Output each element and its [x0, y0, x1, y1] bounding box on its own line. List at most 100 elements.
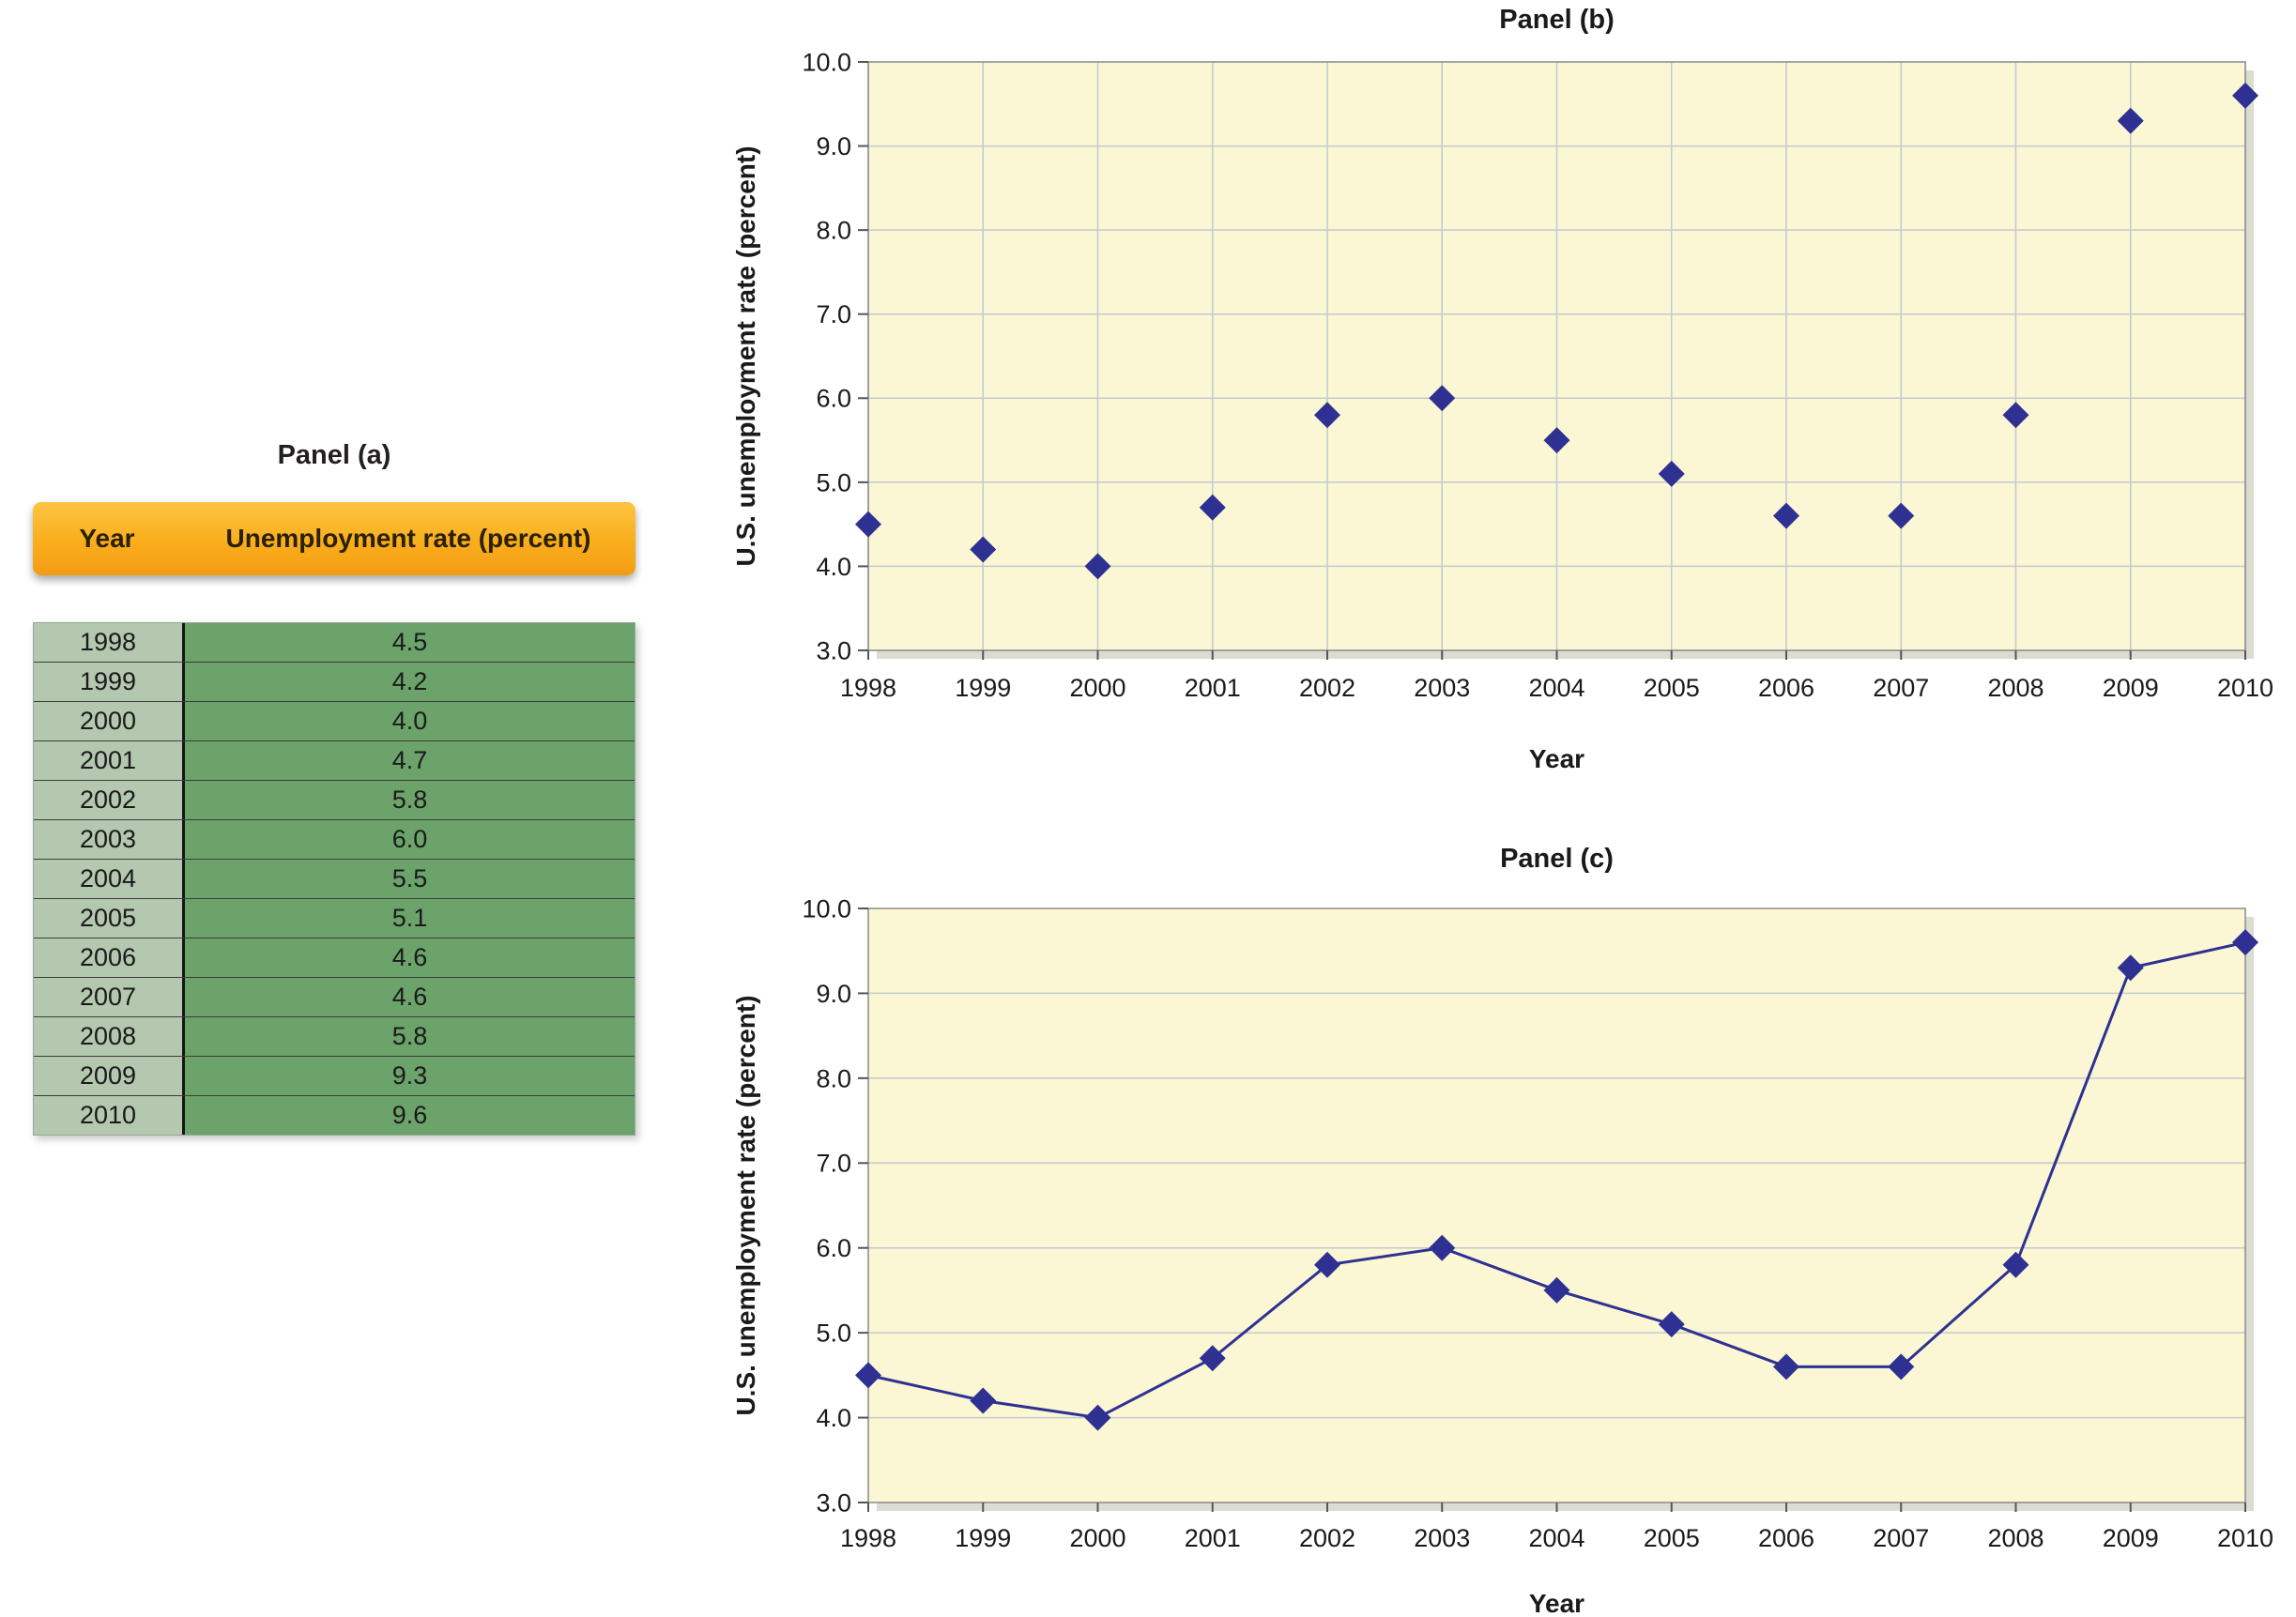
data-point [1658, 460, 1685, 487]
y-tick-label: 9.0 [816, 132, 851, 160]
cell-rate: 9.6 [185, 1096, 635, 1135]
y-axis-label: U.S. unemployment rate (percent) [731, 995, 760, 1415]
cell-rate: 5.1 [185, 899, 635, 938]
y-tick-label: 7.0 [816, 1150, 851, 1178]
y-tick-label: 9.0 [816, 980, 851, 1008]
data-point [1199, 494, 1226, 521]
y-tick-label: 7.0 [816, 300, 851, 328]
data-point [2117, 107, 2144, 134]
x-tick-label: 2007 [1873, 674, 1929, 702]
cell-year: 2004 [34, 860, 185, 898]
y-axis-label: U.S. unemployment rate (percent) [731, 145, 760, 566]
cell-rate: 5.8 [185, 781, 635, 819]
x-tick-label: 2003 [1414, 674, 1470, 702]
plot-area [868, 908, 2245, 1503]
x-tick-label: 2000 [1069, 674, 1125, 702]
table-row: 2006 4.6 [34, 938, 635, 977]
x-tick-label: 2005 [1644, 1524, 1700, 1552]
data-point [970, 1387, 997, 1414]
data-point [2117, 954, 2144, 982]
cell-rate: 5.8 [185, 1017, 635, 1056]
col-header-year: Year [79, 524, 135, 553]
data-point [1773, 1353, 1799, 1381]
y-tick-label: 5.0 [816, 468, 851, 496]
table-row: 2001 4.7 [34, 740, 635, 780]
table-row: 2009 9.3 [34, 1056, 635, 1095]
x-tick-label: 2004 [1528, 674, 1584, 702]
table-row: 2003 6.0 [34, 819, 635, 859]
data-point [1084, 553, 1111, 580]
y-tick-label: 3.0 [816, 1488, 851, 1517]
table-row: 2007 4.6 [34, 977, 635, 1016]
data-point [1314, 1251, 1340, 1278]
data-point [855, 1362, 881, 1389]
data-point [970, 536, 997, 563]
table-row: 1999 4.2 [34, 662, 635, 701]
x-tick-label: 2006 [1758, 674, 1814, 702]
cell-year: 2008 [34, 1017, 185, 1056]
cell-rate: 4.5 [185, 623, 635, 662]
x-tick-label: 2002 [1299, 1524, 1355, 1552]
cell-year: 2005 [34, 899, 185, 938]
table-header: Year Unemployment rate (percent) [33, 502, 635, 575]
cell-rate: 4.2 [185, 663, 635, 701]
x-tick-label: 2002 [1299, 674, 1355, 702]
cell-rate: 4.7 [185, 741, 635, 780]
x-tick-label: 2010 [2217, 1524, 2273, 1552]
y-tick-label: 6.0 [816, 385, 851, 413]
cell-rate: 6.0 [185, 820, 635, 859]
x-tick-label: 2008 [1987, 1524, 2043, 1552]
data-point [1888, 1353, 1915, 1381]
x-axis-label: Year [1529, 1589, 1584, 1617]
cell-year: 2002 [34, 781, 185, 819]
data-point [1773, 502, 1799, 529]
x-axis-label: Year [1529, 744, 1584, 773]
cell-year: 2009 [34, 1057, 185, 1095]
y-tick-label: 10.0 [802, 894, 851, 923]
col-header-rate: Unemployment rate (percent) [225, 524, 591, 553]
table-body: 1998 4.5 1999 4.2 2000 4.0 2001 4.7 2002 5.8 2003 6… [33, 622, 635, 1136]
panel-a: Panel (a) Year Unemployment rate (percen… [33, 436, 635, 1136]
table-row: 2004 5.5 [34, 859, 635, 898]
cell-year: 2010 [34, 1096, 185, 1135]
data-point [1084, 1404, 1111, 1431]
x-tick-label: 1998 [840, 674, 896, 702]
cell-rate: 9.3 [185, 1057, 635, 1095]
x-tick-label: 2010 [2217, 674, 2273, 702]
x-tick-label: 2001 [1185, 674, 1241, 702]
data-point [2002, 402, 2029, 429]
y-tick-label: 5.0 [816, 1320, 851, 1348]
panel-a-title: Panel (a) [277, 440, 391, 470]
x-tick-label: 2003 [1414, 1524, 1470, 1552]
y-tick-label: 8.0 [816, 1064, 851, 1092]
x-tick-label: 2007 [1873, 1524, 1929, 1552]
table-row: 2010 9.6 [34, 1095, 635, 1135]
table-row: 2000 4.0 [34, 701, 635, 740]
x-tick-label: 1999 [955, 1524, 1011, 1552]
cell-rate: 4.0 [185, 702, 635, 740]
data-point [855, 511, 881, 538]
y-tick-label: 3.0 [816, 636, 851, 664]
x-tick-label: 2006 [1758, 1524, 1814, 1552]
cell-year: 1998 [34, 623, 185, 662]
y-tick-label: 4.0 [816, 1404, 851, 1432]
table-row: 1998 4.5 [34, 623, 635, 662]
panel-c-chart: 3.0 4.0 5.0 6.0 7.0 8.0 9.0 10.0 1998 1999 2000 200… [731, 844, 2273, 1617]
x-tick-label: 1999 [955, 674, 1011, 702]
cell-year: 1999 [34, 663, 185, 701]
table-row: 2008 5.8 [34, 1016, 635, 1056]
x-tick-label: 2008 [1987, 674, 2043, 702]
data-point [1543, 427, 1570, 454]
data-point [1888, 502, 1915, 529]
table-row: 2005 5.1 [34, 898, 635, 938]
cell-year: 2006 [34, 938, 185, 977]
data-point [1658, 1311, 1685, 1338]
x-tick-label: 2004 [1528, 1524, 1584, 1552]
data-point [2002, 1251, 2029, 1278]
chart-title: Panel (b) [1499, 5, 1614, 35]
cell-year: 2003 [34, 820, 185, 859]
data-point [1314, 402, 1340, 429]
x-tick-label: 2009 [2103, 674, 2159, 702]
cell-year: 2007 [34, 978, 185, 1016]
x-tick-label: 2000 [1069, 1524, 1125, 1552]
